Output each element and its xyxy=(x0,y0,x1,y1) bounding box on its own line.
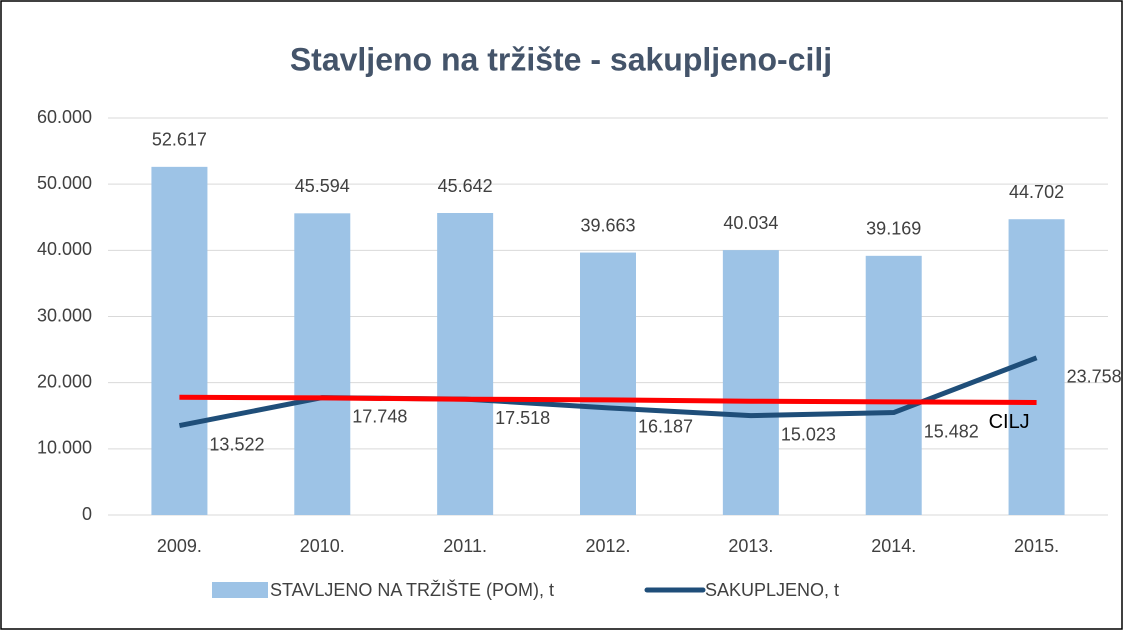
x-tick-label: 2012. xyxy=(585,536,630,556)
bar xyxy=(580,252,636,515)
x-tick-label: 2011. xyxy=(443,536,487,556)
line-label: CILJ xyxy=(989,411,1030,433)
data-label: 17.748 xyxy=(352,406,407,426)
chart-title: Stavljeno na tržište - sakupljeno-cilj xyxy=(290,41,832,77)
data-label: 40.034 xyxy=(723,213,778,233)
legend-swatch xyxy=(212,582,268,598)
x-tick-label: 2013. xyxy=(728,536,773,556)
x-tick-label: 2014. xyxy=(871,536,916,556)
data-label: 39.663 xyxy=(580,215,635,235)
y-tick-label: 0 xyxy=(82,504,92,524)
bar xyxy=(437,213,494,515)
legend-label: SAKUPLJENO, t xyxy=(705,580,839,600)
y-tick-label: 30.000 xyxy=(37,305,92,325)
data-label: 45.642 xyxy=(438,176,493,196)
y-tick-label: 60.000 xyxy=(37,107,92,127)
data-label: 15.482 xyxy=(924,421,979,441)
data-label: 45.594 xyxy=(295,176,350,196)
data-label: 23.758 xyxy=(1067,367,1122,387)
data-label: 15.023 xyxy=(781,424,836,444)
bar xyxy=(294,213,351,515)
bar xyxy=(722,250,779,515)
x-tick-label: 2009. xyxy=(157,536,202,556)
data-label: 44.702 xyxy=(1009,182,1064,202)
bar xyxy=(151,166,208,516)
y-tick-label: 10.000 xyxy=(37,438,92,458)
data-label: 39.169 xyxy=(866,219,921,239)
data-label: 16.187 xyxy=(638,417,693,437)
y-tick-label: 50.000 xyxy=(37,173,92,193)
data-label: 17.518 xyxy=(495,408,550,428)
y-tick-label: 40.000 xyxy=(37,239,92,259)
legend-label: STAVLJENO NA TRŽIŠTE (POM), t xyxy=(270,579,554,600)
line xyxy=(179,394,1037,406)
x-tick-label: 2010. xyxy=(300,536,345,556)
data-label: 13.522 xyxy=(209,434,264,454)
x-tick-label: 2015. xyxy=(1014,536,1059,556)
data-label: 52.617 xyxy=(152,130,207,150)
y-tick-label: 20.000 xyxy=(37,371,92,391)
bar xyxy=(865,255,922,515)
